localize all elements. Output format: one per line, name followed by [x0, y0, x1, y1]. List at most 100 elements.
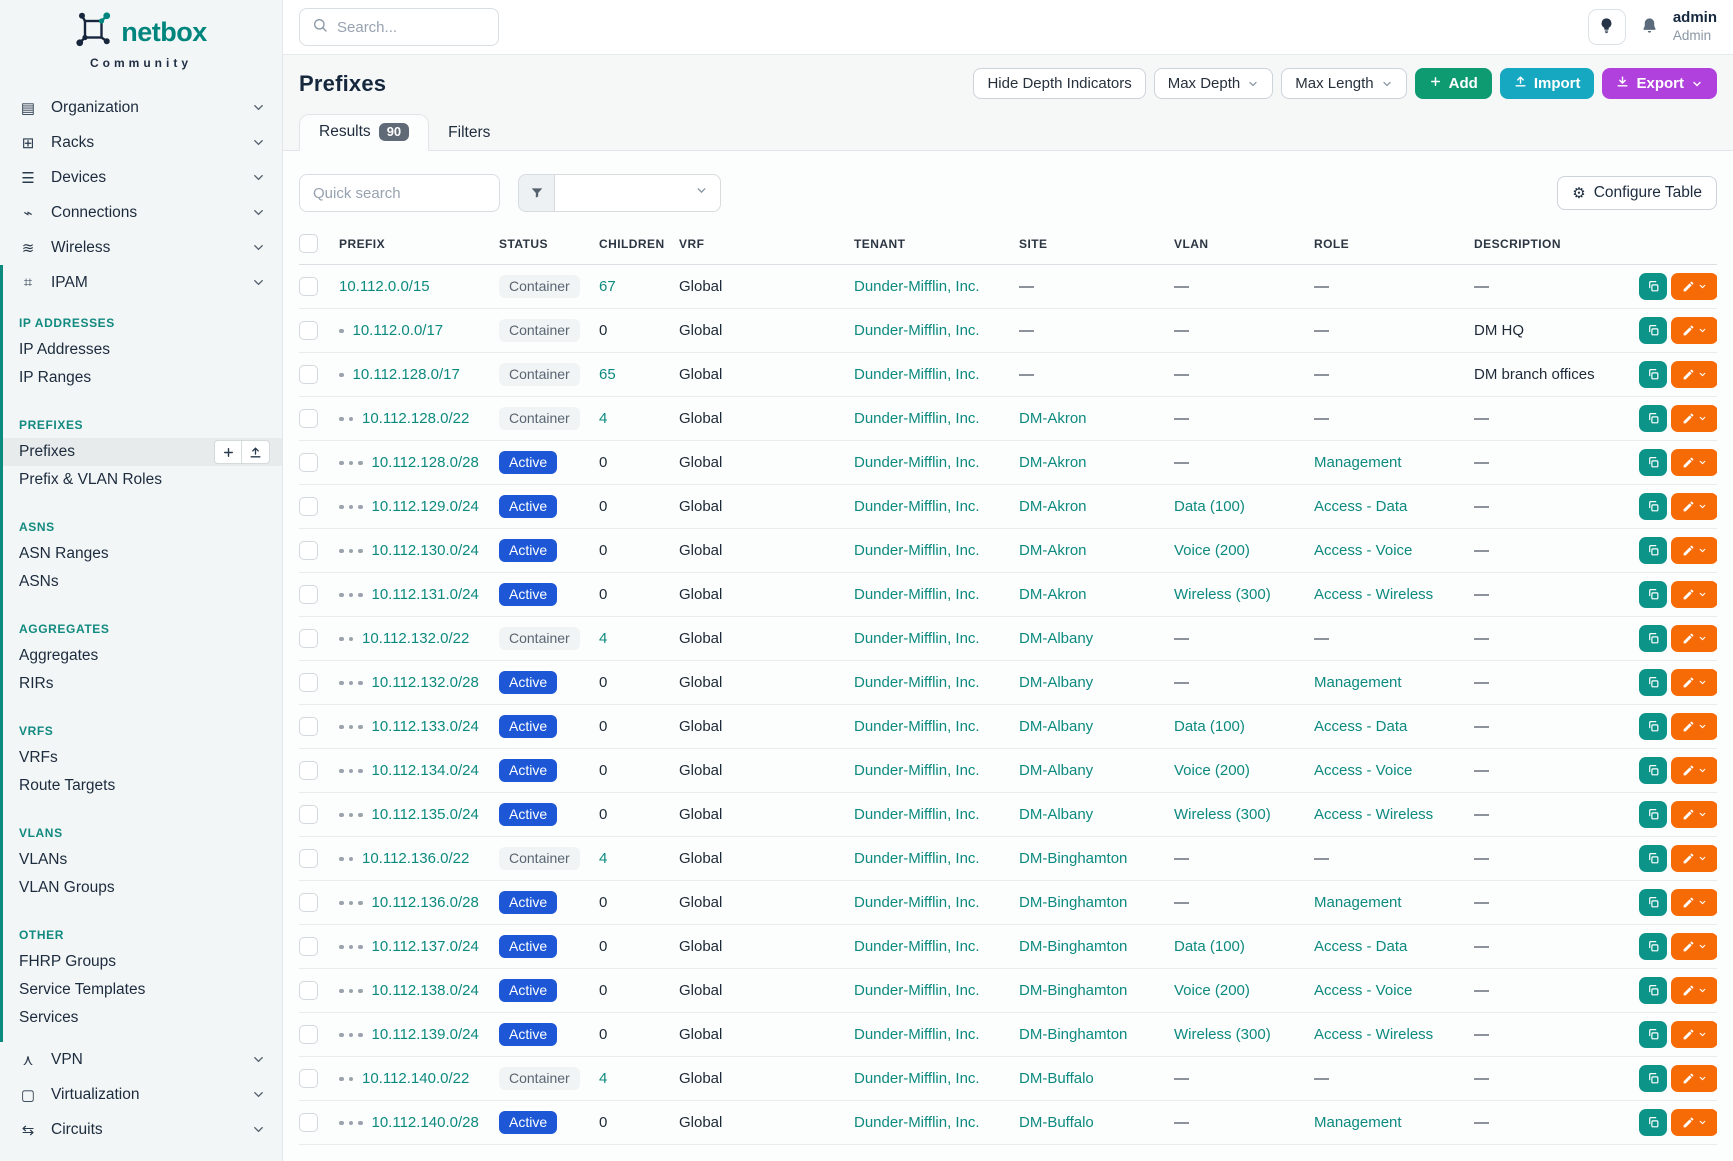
vlan-link[interactable]: Voice (200)	[1174, 762, 1250, 779]
configure-table-button[interactable]: ⚙ Configure Table	[1557, 176, 1717, 210]
site-link[interactable]: DM-Binghamton	[1019, 938, 1128, 955]
row-checkbox[interactable]	[299, 277, 318, 296]
row-checkbox[interactable]	[299, 849, 318, 868]
notifications-button[interactable]	[1640, 16, 1659, 38]
tenant-link[interactable]: Dunder-Mifflin, Inc.	[854, 322, 980, 339]
copy-prefix-button[interactable]	[1639, 1109, 1667, 1136]
edit-prefix-button[interactable]	[1671, 1065, 1717, 1092]
tenant-link[interactable]: Dunder-Mifflin, Inc.	[854, 586, 980, 603]
sidebar-item-devices[interactable]: ☰ Devices	[0, 160, 282, 195]
site-link[interactable]: DM-Albany	[1019, 806, 1094, 823]
role-link[interactable]: Access - Voice	[1314, 982, 1413, 999]
vlan-link[interactable]: Data (100)	[1174, 938, 1245, 955]
tenant-link[interactable]: Dunder-Mifflin, Inc.	[854, 894, 980, 911]
copy-prefix-button[interactable]	[1639, 889, 1667, 916]
role-link[interactable]: Access - Data	[1314, 718, 1408, 735]
edit-prefix-button[interactable]	[1671, 449, 1717, 476]
site-link[interactable]: DM-Binghamton	[1019, 1026, 1128, 1043]
vlan-link[interactable]: Wireless (300)	[1174, 806, 1271, 823]
sidebar-item-virtualization[interactable]: ▢ Virtualization	[0, 1077, 282, 1112]
select-all-checkbox[interactable]	[299, 234, 318, 253]
site-link[interactable]: DM-Binghamton	[1019, 850, 1128, 867]
prefix-link[interactable]: 10.112.130.0/24	[371, 542, 479, 559]
prefix-link[interactable]: 10.112.138.0/24	[371, 982, 479, 999]
tenant-link[interactable]: Dunder-Mifflin, Inc.	[854, 498, 980, 515]
copy-prefix-button[interactable]	[1639, 1065, 1667, 1092]
max-length-dropdown[interactable]: Max Length	[1281, 68, 1407, 99]
prefix-link[interactable]: 10.112.131.0/24	[371, 586, 479, 603]
role-link[interactable]: Access - Data	[1314, 938, 1408, 955]
vlan-link[interactable]: Data (100)	[1174, 498, 1245, 515]
prefix-link[interactable]: 10.112.128.0/17	[352, 366, 460, 383]
column-header-status[interactable]: STATUS	[499, 234, 599, 265]
row-checkbox[interactable]	[299, 761, 318, 780]
row-checkbox[interactable]	[299, 629, 318, 648]
role-link[interactable]: Management	[1314, 454, 1402, 471]
quick-search-input[interactable]	[299, 174, 500, 212]
row-checkbox[interactable]	[299, 673, 318, 692]
sidebar-item-ip-addresses[interactable]: IP Addresses	[19, 341, 111, 358]
search-input[interactable]	[337, 18, 536, 36]
edit-prefix-button[interactable]	[1671, 405, 1717, 432]
column-header-tenant[interactable]: TENANT	[854, 234, 1019, 265]
copy-prefix-button[interactable]	[1639, 801, 1667, 828]
global-search[interactable]	[299, 8, 536, 46]
row-checkbox[interactable]	[299, 1113, 318, 1132]
children-count-link[interactable]: 67	[599, 278, 616, 295]
prefix-link[interactable]: 10.112.136.0/22	[362, 850, 470, 867]
row-checkbox[interactable]	[299, 1069, 318, 1088]
max-depth-dropdown[interactable]: Max Depth	[1153, 68, 1274, 99]
sidebar-item-organization[interactable]: ▤ Organization	[0, 90, 282, 125]
tenant-link[interactable]: Dunder-Mifflin, Inc.	[854, 630, 980, 647]
children-count-link[interactable]: 4	[599, 1070, 608, 1087]
tenant-link[interactable]: Dunder-Mifflin, Inc.	[854, 762, 980, 779]
filter-select-value[interactable]	[555, 174, 721, 212]
copy-prefix-button[interactable]	[1639, 317, 1667, 344]
copy-prefix-button[interactable]	[1639, 581, 1667, 608]
site-link[interactable]: DM-Akron	[1019, 498, 1087, 515]
import-button[interactable]: Import	[1499, 68, 1595, 99]
column-header-vlan[interactable]: VLAN	[1174, 234, 1314, 265]
edit-prefix-button[interactable]	[1671, 977, 1717, 1004]
add-button[interactable]: Add	[1414, 68, 1492, 99]
prefix-link[interactable]: 10.112.129.0/24	[371, 498, 479, 515]
edit-prefix-button[interactable]	[1671, 1021, 1717, 1048]
sidebar-item-vlans[interactable]: VLANs	[19, 851, 68, 868]
site-link[interactable]: DM-Akron	[1019, 454, 1087, 471]
prefix-link[interactable]: 10.112.137.0/24	[371, 938, 479, 955]
column-header-site[interactable]: SITE	[1019, 234, 1174, 265]
row-checkbox[interactable]	[299, 541, 318, 560]
copy-prefix-button[interactable]	[1639, 845, 1667, 872]
brand[interactable]: netbox Community	[0, 0, 282, 76]
prefix-link[interactable]: 10.112.132.0/22	[362, 630, 470, 647]
tenant-link[interactable]: Dunder-Mifflin, Inc.	[854, 542, 980, 559]
role-link[interactable]: Access - Wireless	[1314, 806, 1434, 823]
row-checkbox[interactable]	[299, 585, 318, 604]
children-count-link[interactable]: 4	[599, 630, 608, 647]
role-link[interactable]: Access - Voice	[1314, 542, 1413, 559]
role-link[interactable]: Access - Voice	[1314, 762, 1413, 779]
prefix-link[interactable]: 10.112.135.0/24	[371, 806, 479, 823]
copy-prefix-button[interactable]	[1639, 1021, 1667, 1048]
vlan-link[interactable]: Voice (200)	[1174, 542, 1250, 559]
role-link[interactable]: Management	[1314, 894, 1402, 911]
tenant-link[interactable]: Dunder-Mifflin, Inc.	[854, 1026, 980, 1043]
copy-prefix-button[interactable]	[1639, 669, 1667, 696]
edit-prefix-button[interactable]	[1671, 317, 1717, 344]
prefix-link[interactable]: 10.112.128.0/22	[362, 410, 470, 427]
sidebar-item-services[interactable]: Services	[19, 1009, 79, 1026]
sidebar-item-ip-ranges[interactable]: IP Ranges	[19, 369, 92, 386]
tenant-link[interactable]: Dunder-Mifflin, Inc.	[854, 454, 980, 471]
copy-prefix-button[interactable]	[1639, 625, 1667, 652]
edit-prefix-button[interactable]	[1671, 889, 1717, 916]
prefix-link[interactable]: 10.112.134.0/24	[371, 762, 479, 779]
row-checkbox[interactable]	[299, 453, 318, 472]
edit-prefix-button[interactable]	[1671, 669, 1717, 696]
sidebar-item-prefixes[interactable]: Prefixes	[3, 438, 282, 466]
sidebar-item-aggregates[interactable]: Aggregates	[19, 647, 99, 664]
copy-prefix-button[interactable]	[1639, 405, 1667, 432]
prefix-link[interactable]: 10.112.139.0/24	[371, 1026, 479, 1043]
edit-prefix-button[interactable]	[1671, 713, 1717, 740]
row-checkbox[interactable]	[299, 717, 318, 736]
copy-prefix-button[interactable]	[1639, 493, 1667, 520]
